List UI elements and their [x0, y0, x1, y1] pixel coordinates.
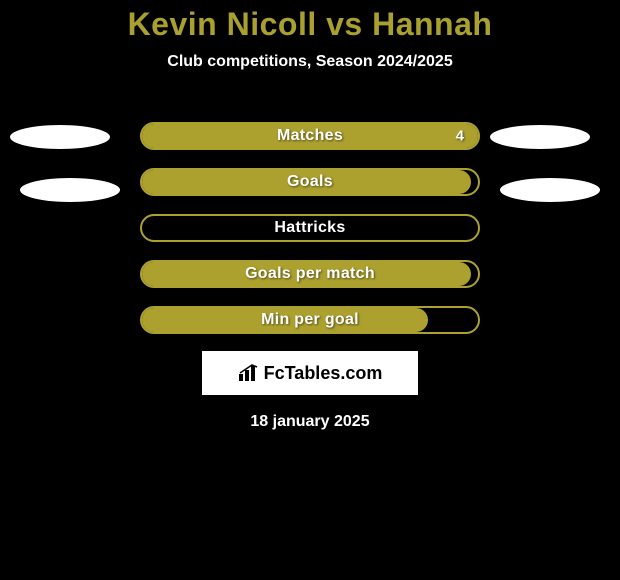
date-label: 18 january 2025: [0, 413, 620, 431]
stat-bar: Hattricks: [140, 214, 480, 242]
stat-row: Goals: [0, 159, 620, 205]
logo-box: FcTables.com: [202, 351, 418, 395]
stat-bar: Goals: [140, 168, 480, 196]
stat-row: Min per goal: [0, 297, 620, 343]
stat-label: Hattricks: [274, 219, 345, 237]
page-title: Kevin Nicoll vs Hannah: [0, 0, 620, 43]
comparison-chart: Matches 4 Goals Hattricks Goals per match Min…: [0, 113, 620, 333]
stat-bar: Min per goal: [140, 306, 480, 334]
logo-text: FcTables.com: [264, 363, 383, 384]
stat-row: Matches 4: [0, 113, 620, 159]
fctables-logo: FcTables.com: [238, 363, 383, 384]
stat-label: Goals: [287, 173, 333, 191]
title-vs: vs: [317, 6, 372, 42]
stat-label: Goals per match: [245, 265, 375, 283]
stat-bar: Goals per match: [140, 260, 480, 288]
stat-label: Matches: [277, 127, 343, 145]
subtitle: Club competitions, Season 2024/2025: [0, 53, 620, 71]
stat-value: 4: [456, 128, 464, 145]
stat-label: Min per goal: [261, 311, 359, 329]
stat-bar: Matches 4: [140, 122, 480, 150]
bar-chart-icon: [238, 364, 260, 382]
comparison-infographic: Kevin Nicoll vs Hannah Club competitions…: [0, 0, 620, 580]
title-player-left: Kevin Nicoll: [128, 6, 317, 42]
stat-row: Goals per match: [0, 251, 620, 297]
stat-row: Hattricks: [0, 205, 620, 251]
title-player-right: Hannah: [372, 6, 492, 42]
